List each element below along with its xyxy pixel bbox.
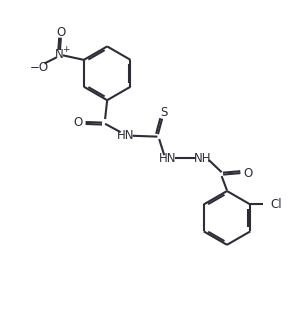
Text: HN: HN [159,152,177,165]
Text: Cl: Cl [270,198,282,211]
Text: N: N [55,48,64,61]
Text: −O: −O [30,61,49,74]
Text: NH: NH [194,152,211,165]
Text: S: S [160,106,168,118]
Text: +: + [62,45,70,53]
Text: O: O [73,116,83,128]
Text: O: O [243,166,253,180]
Text: HN: HN [117,129,135,142]
Text: O: O [56,26,66,39]
